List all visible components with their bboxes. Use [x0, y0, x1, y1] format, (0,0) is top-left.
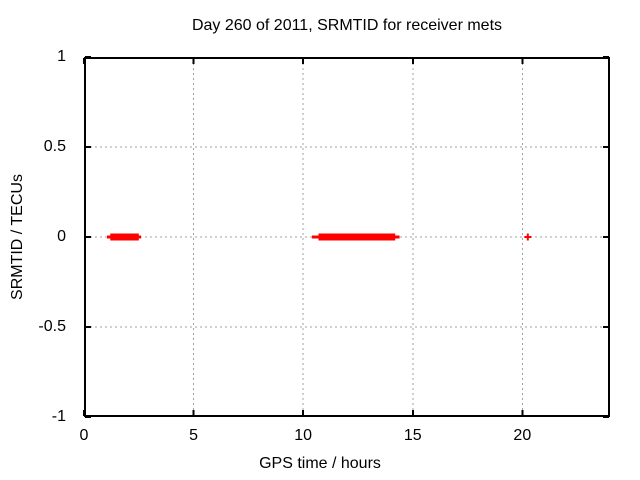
x-tick-label-15: 15 — [403, 427, 422, 444]
x-axis-label: GPS time / hours — [259, 455, 381, 472]
x-tick-label-0: 0 — [79, 427, 89, 444]
y-tick-label-0: 0 — [57, 228, 66, 245]
y-tick-label--0.5: -0.5 — [38, 318, 66, 335]
data-segment-dense-1 — [318, 233, 396, 241]
y-tick-label-1: 1 — [57, 48, 66, 65]
x-tick-label-10: 10 — [294, 427, 313, 444]
data-point-plus-v-0 — [526, 233, 529, 241]
chart-title: Day 260 of 2011, SRMTID for receiver met… — [191, 17, 503, 34]
y-tick-label--1: -1 — [51, 408, 66, 425]
y-tick-label-0.5: 0.5 — [43, 138, 66, 155]
x-tick-label-5: 5 — [189, 427, 199, 444]
x-tick-label-20: 20 — [513, 427, 532, 444]
data-segment-dense-0 — [110, 233, 139, 241]
